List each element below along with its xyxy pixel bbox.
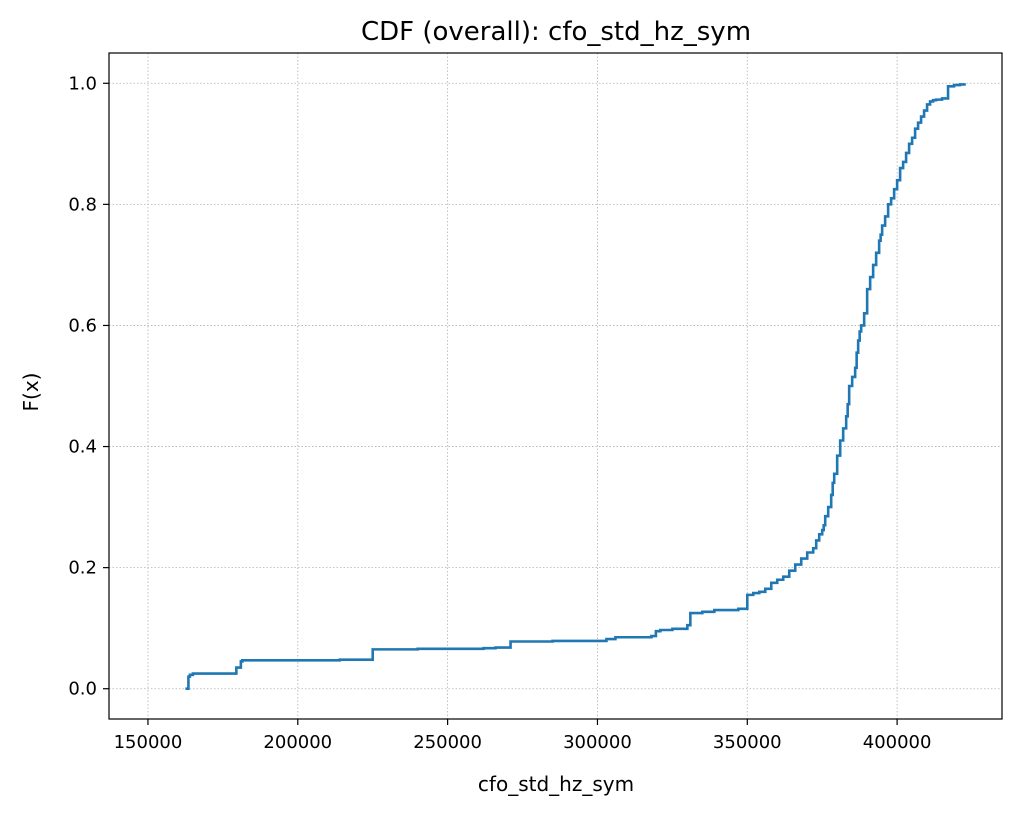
y-tick-label: 0.2: [68, 558, 97, 579]
series-line-cdf: [185, 83, 966, 691]
y-tick-label: 0.0: [68, 679, 97, 700]
chart-title: CDF (overall): cfo_std_hz_sym: [361, 17, 751, 47]
y-tick-label: 0.8: [68, 194, 97, 215]
y-tick-label: 0.6: [68, 315, 97, 336]
x-tick-label: 200000: [263, 732, 332, 753]
y-tick-label: 0.4: [68, 437, 97, 458]
x-axis-label: cfo_std_hz_sym: [478, 772, 634, 796]
y-tick-label: 1.0: [68, 73, 97, 94]
grid-lines: [109, 53, 1002, 719]
x-tick-label: 250000: [413, 732, 482, 753]
y-axis-label: F(x): [19, 373, 43, 412]
x-axis-ticks: 150000 200000 250000 300000 350000 400000: [114, 719, 932, 753]
axes-frame: [108, 52, 1003, 720]
plot-area: [185, 83, 966, 691]
x-tick-label: 400000: [863, 732, 932, 753]
x-tick-label: 150000: [114, 732, 183, 753]
x-tick-label: 350000: [713, 732, 782, 753]
y-axis-ticks: 0.0 0.2 0.4 0.6 0.8 1.0: [68, 73, 109, 700]
x-tick-label: 300000: [563, 732, 632, 753]
